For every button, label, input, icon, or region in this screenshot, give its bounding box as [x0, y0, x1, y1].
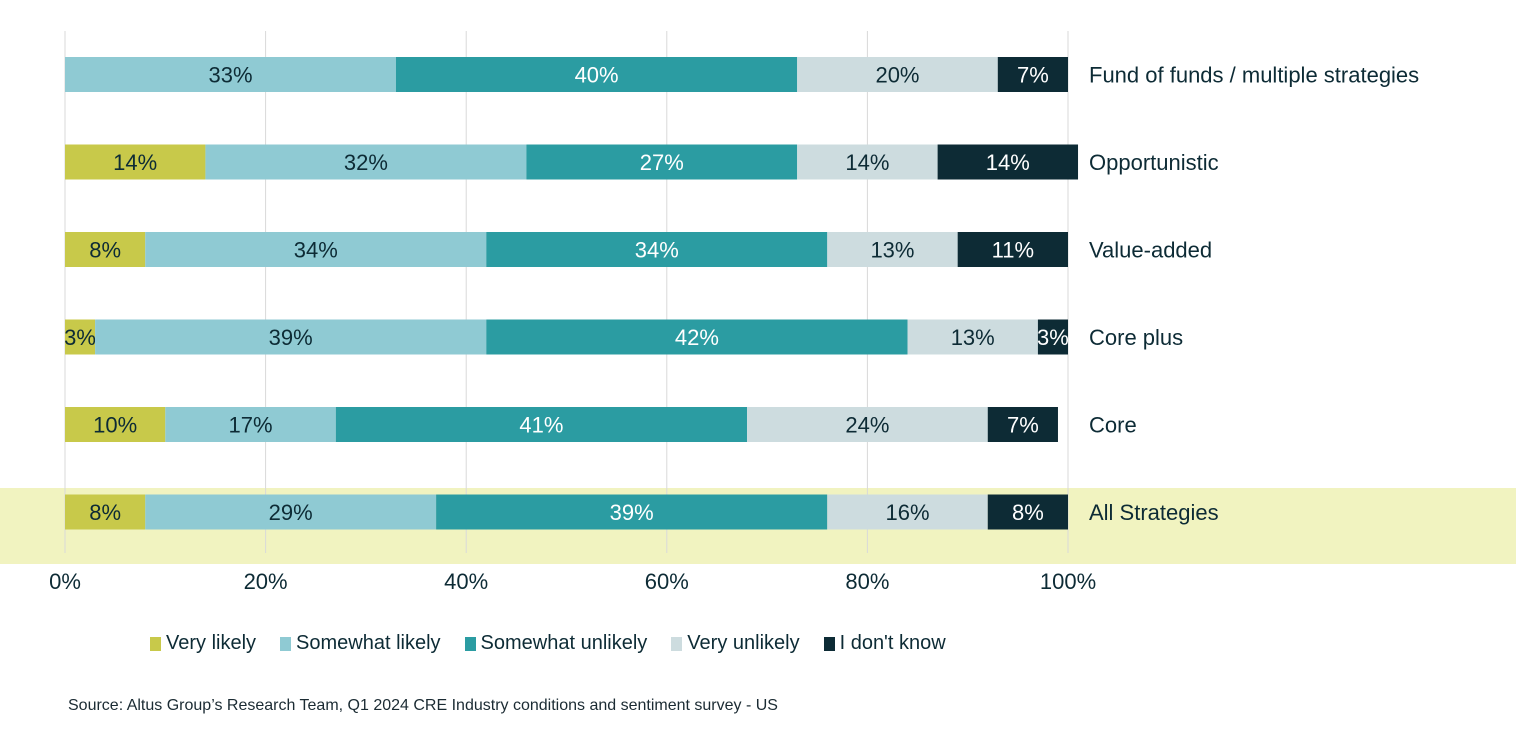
- data-label: 29%: [269, 500, 313, 525]
- category-label: Fund of funds / multiple strategies: [1089, 63, 1419, 88]
- legend-label: Somewhat likely: [296, 632, 441, 654]
- legend-item: Somewhat likely: [280, 632, 441, 655]
- data-label: 8%: [89, 500, 121, 525]
- legend-swatch: [150, 636, 161, 651]
- bar-segment: [95, 319, 487, 355]
- data-label: 33%: [208, 63, 252, 88]
- bar-segment: [205, 144, 527, 180]
- legend: Very likely Somewhat likely Somewhat unlik…: [150, 632, 970, 655]
- bar-segment: [486, 232, 828, 267]
- data-label: 7%: [1007, 413, 1039, 438]
- x-tick-label: 0%: [49, 569, 81, 594]
- legend-swatch: [823, 636, 835, 651]
- bar-segment: [335, 407, 748, 442]
- bar-segment: [987, 407, 1058, 442]
- bar-segment: [907, 319, 1038, 355]
- data-label: 13%: [951, 325, 995, 350]
- x-tick-label: 40%: [444, 569, 488, 594]
- legend-swatch: [464, 636, 476, 651]
- legend-label: Very unlikely: [687, 632, 800, 654]
- bar-segment: [827, 494, 988, 530]
- bar-segment: [65, 144, 206, 180]
- bar-segment: [797, 57, 998, 92]
- bar-segment: [486, 319, 908, 355]
- legend-label: I don't know: [839, 632, 946, 654]
- bar-segment: [436, 494, 828, 530]
- category-label: Core plus: [1089, 325, 1183, 350]
- data-label: 11%: [992, 238, 1034, 263]
- bar-segment: [65, 232, 146, 267]
- bar-segment: [827, 232, 958, 267]
- data-label: 3%: [64, 325, 96, 350]
- legend-label: Somewhat unlikely: [480, 632, 648, 654]
- bar-segment: [797, 144, 938, 180]
- x-tick-label: 60%: [645, 569, 689, 594]
- bar-segment: [165, 407, 336, 442]
- bar-segment: [997, 57, 1068, 92]
- data-label: 10%: [93, 413, 137, 438]
- data-label: 3%: [1037, 325, 1069, 350]
- data-label: 14%: [986, 150, 1030, 175]
- data-label: 34%: [294, 238, 338, 263]
- bar-segment: [145, 232, 487, 267]
- bar-segment: [957, 232, 1068, 267]
- bar-segment: [145, 494, 437, 530]
- data-label: 14%: [113, 150, 157, 175]
- source-note: Source: Altus Group’s Research Team, Q1 …: [68, 697, 778, 714]
- legend-swatch: [280, 636, 292, 651]
- category-label: Opportunistic: [1089, 150, 1219, 175]
- bar-segment: [65, 57, 396, 92]
- bar-segment: [526, 144, 798, 180]
- data-label: 8%: [89, 238, 121, 263]
- data-label: 16%: [885, 500, 929, 525]
- legend-swatch: [671, 636, 683, 651]
- legend-label: Very likely: [166, 632, 257, 654]
- data-label: 27%: [640, 150, 684, 175]
- x-tick-label: 80%: [845, 569, 889, 594]
- category-label: All Strategies: [1089, 500, 1219, 525]
- bar-segment: [65, 407, 166, 442]
- data-label: 39%: [269, 325, 313, 350]
- bar-segment: [65, 319, 96, 355]
- data-label: 20%: [875, 63, 919, 88]
- legend-item: Somewhat unlikely: [464, 632, 648, 655]
- bar-segment: [65, 494, 146, 530]
- data-label: 24%: [845, 413, 889, 438]
- data-label: 17%: [229, 413, 273, 438]
- x-tick-label: 20%: [244, 569, 288, 594]
- bar-segment: [747, 407, 988, 442]
- data-label: 42%: [675, 325, 719, 350]
- data-label: 34%: [635, 238, 679, 263]
- data-label: 8%: [1012, 500, 1044, 525]
- data-label: 14%: [845, 150, 889, 175]
- category-label: Value-added: [1089, 238, 1212, 263]
- bar-segment: [937, 144, 1079, 180]
- bar-segment: [395, 57, 798, 92]
- x-tick-label: 100%: [1040, 569, 1096, 594]
- data-label: 39%: [610, 500, 654, 525]
- data-label: 40%: [575, 63, 619, 88]
- bar-segment: [987, 494, 1068, 530]
- legend-item: Very unlikely: [671, 632, 800, 655]
- bar-segment: [1037, 319, 1068, 355]
- data-label: 41%: [519, 413, 563, 438]
- data-label: 32%: [344, 150, 388, 175]
- data-label: 7%: [1017, 63, 1049, 88]
- legend-item: Very likely: [150, 632, 256, 655]
- data-label: 13%: [870, 238, 914, 263]
- category-label: Core: [1089, 413, 1137, 438]
- legend-item: I don't know: [823, 632, 946, 655]
